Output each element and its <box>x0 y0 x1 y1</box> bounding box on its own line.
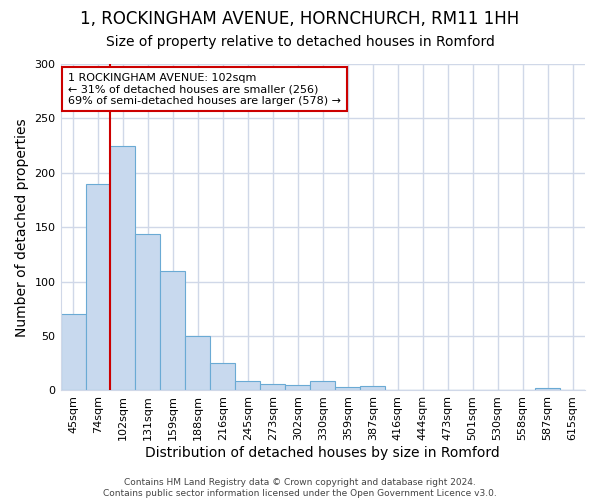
Bar <box>235 380 260 390</box>
Bar <box>335 387 360 390</box>
Bar <box>110 146 136 390</box>
Bar <box>136 234 160 390</box>
Bar <box>185 336 211 390</box>
Text: Size of property relative to detached houses in Romford: Size of property relative to detached ho… <box>106 35 494 49</box>
Bar <box>360 386 385 390</box>
Bar <box>286 385 310 390</box>
Text: Contains HM Land Registry data © Crown copyright and database right 2024.
Contai: Contains HM Land Registry data © Crown c… <box>103 478 497 498</box>
Bar <box>86 184 110 390</box>
Bar <box>160 271 185 390</box>
Bar <box>260 384 286 390</box>
Bar <box>61 314 86 390</box>
Y-axis label: Number of detached properties: Number of detached properties <box>15 118 29 336</box>
Text: 1 ROCKINGHAM AVENUE: 102sqm
← 31% of detached houses are smaller (256)
69% of se: 1 ROCKINGHAM AVENUE: 102sqm ← 31% of det… <box>68 72 341 106</box>
Bar <box>535 388 560 390</box>
Bar <box>310 380 335 390</box>
Bar <box>211 364 235 390</box>
Text: 1, ROCKINGHAM AVENUE, HORNCHURCH, RM11 1HH: 1, ROCKINGHAM AVENUE, HORNCHURCH, RM11 1… <box>80 10 520 28</box>
X-axis label: Distribution of detached houses by size in Romford: Distribution of detached houses by size … <box>145 446 500 460</box>
